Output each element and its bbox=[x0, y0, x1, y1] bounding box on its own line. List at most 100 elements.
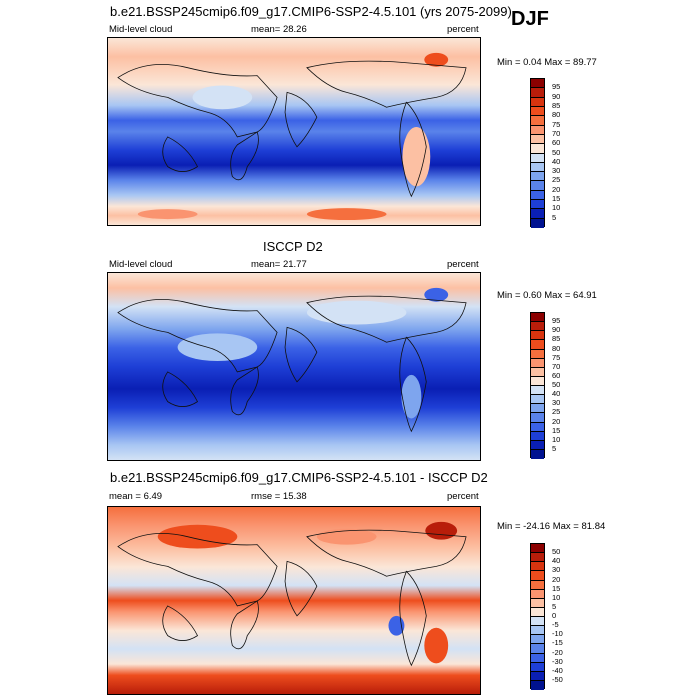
panel-mean-label-diff: mean = 6.49 bbox=[109, 491, 163, 502]
panel-title-diff: b.e21.BSSP245cmip6.f09_g17.CMIP6-SSP2-4.… bbox=[110, 470, 488, 485]
colorbar-swatch bbox=[531, 395, 544, 405]
colorbar-swatch bbox=[531, 162, 544, 173]
colorbar-swatch bbox=[531, 153, 544, 163]
colorbar-tick-label: 15 bbox=[552, 583, 561, 593]
colorbar-tick-label: 5 bbox=[552, 443, 557, 453]
colorbar-swatch bbox=[531, 144, 544, 154]
colorbar-tick-label: 85 bbox=[552, 334, 561, 344]
colorbar-swatch bbox=[531, 331, 544, 341]
colorbar-swatch bbox=[531, 349, 544, 359]
colorbar-tick-label: -15 bbox=[552, 638, 563, 648]
colorbar-swatch bbox=[531, 680, 544, 690]
colorbar-swatch bbox=[531, 386, 544, 396]
colorbar-swatch bbox=[531, 422, 544, 432]
colorbar-swatch bbox=[531, 617, 544, 627]
colorbar-tick-label: 10 bbox=[552, 592, 561, 602]
colorbar-obs bbox=[530, 312, 545, 459]
colorbar-tick-label: 20 bbox=[552, 574, 561, 584]
map-obs-field bbox=[108, 273, 480, 460]
colorbar-swatch bbox=[531, 322, 544, 332]
panel-rmse-label-diff: rmse = 15.38 bbox=[251, 491, 307, 502]
colorbar-tick-label: 30 bbox=[552, 166, 561, 176]
colorbar-tick-label: 80 bbox=[552, 110, 561, 120]
colorbar-swatch bbox=[531, 181, 544, 191]
colorbar-swatch bbox=[531, 209, 544, 219]
season-label: DJF bbox=[511, 8, 549, 30]
colorbar-swatch bbox=[531, 313, 544, 323]
colorbar-swatch bbox=[531, 553, 544, 563]
panel-mean-label-model: mean= 28.26 bbox=[251, 24, 307, 35]
panel-minmax-model: Min = 0.04 Max = 89.77 bbox=[497, 57, 597, 68]
panel-title-model: b.e21.BSSP245cmip6.f09_g17.CMIP6-SSP2-4.… bbox=[110, 4, 512, 19]
colorbar-swatch bbox=[531, 404, 544, 414]
colorbar-swatch bbox=[531, 340, 544, 350]
colorbar-swatch bbox=[531, 116, 544, 126]
colorbar-swatch bbox=[531, 79, 544, 89]
colorbar-tick-label: 70 bbox=[552, 128, 561, 138]
panel-units-label-model: percent bbox=[447, 24, 479, 35]
colorbar-tick-label: -30 bbox=[552, 656, 563, 666]
panel-title-obs: ISCCP D2 bbox=[263, 239, 323, 254]
map-model-field bbox=[108, 38, 480, 225]
colorbar-swatch bbox=[531, 607, 544, 617]
colorbar-tick-label: 25 bbox=[552, 175, 561, 185]
colorbar-tick-label: 40 bbox=[552, 556, 561, 566]
colorbar-swatch bbox=[531, 644, 544, 654]
colorbar-tick-label: 20 bbox=[552, 416, 561, 426]
colorbar-tick-label: 70 bbox=[552, 361, 561, 371]
colorbar-swatch bbox=[531, 367, 544, 377]
colorbar-tick-label: 25 bbox=[552, 407, 561, 417]
colorbar-swatch bbox=[531, 626, 544, 636]
colorbar-swatch bbox=[531, 589, 544, 599]
colorbar-tick-label: -10 bbox=[552, 629, 563, 639]
colorbar-swatch bbox=[531, 376, 544, 386]
colorbar-tick-label: 10 bbox=[552, 203, 561, 213]
colorbar-tick-label: 5 bbox=[552, 212, 557, 222]
colorbar-tick-label: 85 bbox=[552, 100, 561, 110]
colorbar-swatch bbox=[531, 125, 544, 135]
colorbar-tick-label: 60 bbox=[552, 370, 561, 380]
colorbar-model bbox=[530, 78, 545, 228]
colorbar-tick-label: 5 bbox=[552, 601, 557, 611]
colorbar-swatch bbox=[531, 571, 544, 581]
colorbar-swatch bbox=[531, 544, 544, 554]
colorbar-tick-label: 60 bbox=[552, 138, 561, 148]
colorbar-swatch bbox=[531, 413, 544, 423]
colorbar-tick-label: 50 bbox=[552, 380, 561, 389]
colorbar-swatch bbox=[531, 635, 544, 645]
colorbar-swatch bbox=[531, 190, 544, 201]
colorbar-swatch bbox=[531, 671, 544, 681]
colorbar-tick-label: 30 bbox=[552, 398, 561, 408]
colorbar-swatch bbox=[531, 562, 544, 572]
colorbar-swatch bbox=[531, 431, 544, 441]
colorbar-tick-label: 50 bbox=[552, 547, 561, 557]
colorbar-tick-label: 80 bbox=[552, 343, 561, 353]
colorbar-swatch bbox=[531, 440, 544, 450]
panel-mean-label-obs: mean= 21.77 bbox=[251, 259, 307, 270]
colorbar-swatch bbox=[531, 134, 544, 145]
colorbar-swatch bbox=[531, 218, 544, 228]
colorbar-tick-label: 15 bbox=[552, 194, 561, 204]
panel-minmax-obs: Min = 0.60 Max = 64.91 bbox=[497, 290, 597, 301]
colorbar-tick-label: 95 bbox=[552, 316, 561, 326]
colorbar-swatch bbox=[531, 653, 544, 663]
colorbar-tick-label: -50 bbox=[552, 674, 563, 684]
colorbar-tick-label: 90 bbox=[552, 325, 561, 335]
colorbar-swatch bbox=[531, 662, 544, 672]
colorbar-swatch bbox=[531, 580, 544, 590]
colorbar-tick-label: 20 bbox=[552, 184, 561, 194]
panel-left-label-obs: Mid-level cloud bbox=[109, 259, 173, 270]
colorbar-swatch bbox=[531, 598, 544, 608]
colorbar-tick-label: -40 bbox=[552, 665, 563, 675]
colorbar-tick-label: 75 bbox=[552, 352, 561, 362]
colorbar-tick-label: 40 bbox=[552, 389, 561, 399]
panel-minmax-diff: Min = -24.16 Max = 81.84 bbox=[497, 521, 606, 532]
colorbar-swatch bbox=[531, 358, 544, 368]
map-diff bbox=[107, 506, 481, 695]
colorbar-swatch bbox=[531, 172, 544, 182]
colorbar-tick-label: 50 bbox=[552, 147, 561, 157]
colorbar-tick-label: -20 bbox=[552, 647, 563, 657]
colorbar-swatch bbox=[531, 88, 544, 98]
colorbar-tick-label: 90 bbox=[552, 91, 561, 101]
colorbar-swatch bbox=[531, 449, 544, 459]
